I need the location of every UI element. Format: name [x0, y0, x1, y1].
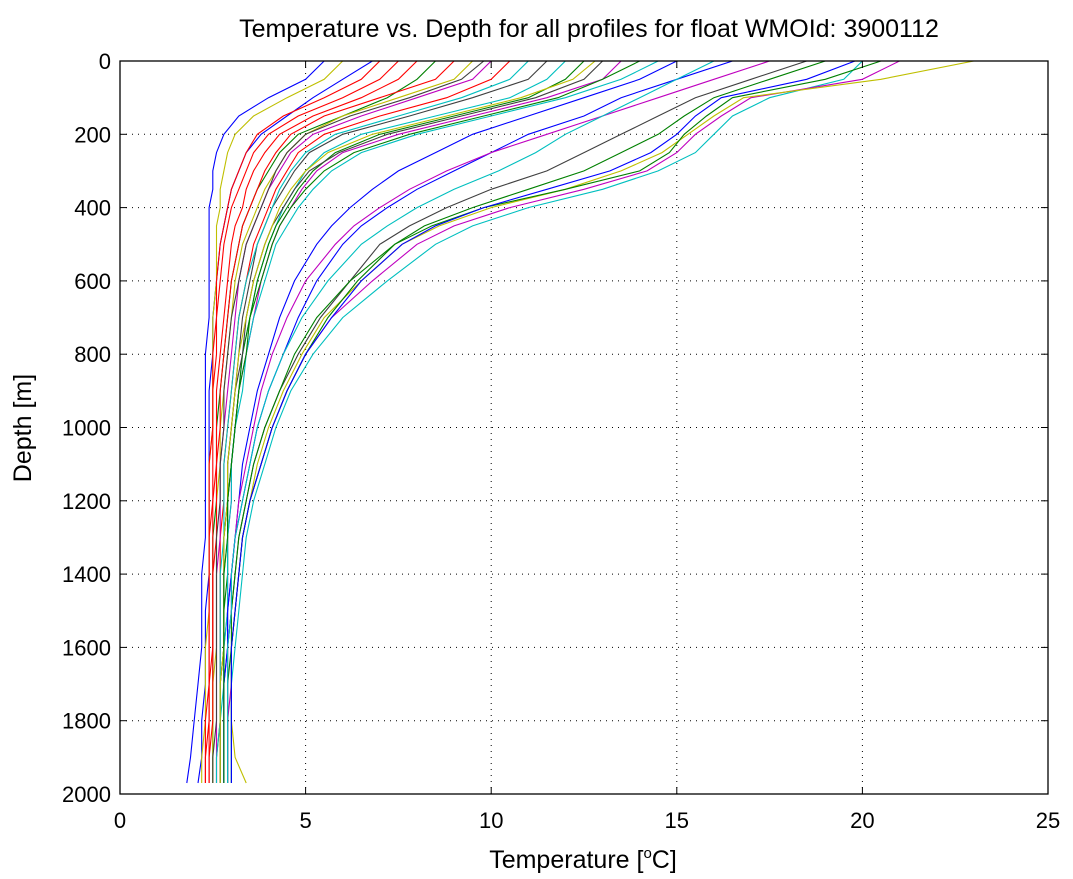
profile-line-11 — [230, 61, 863, 783]
profile-line-5 — [223, 61, 622, 783]
x-axis-label: Temperature [oC] — [489, 845, 677, 874]
x-tick-label-0: 0 — [114, 808, 126, 833]
profile-line-17 — [204, 61, 399, 783]
profile-line-4 — [219, 61, 566, 783]
y-tick-label-1000: 1000 — [62, 416, 111, 441]
profile-line-31 — [204, 61, 381, 783]
y-tick-label-400: 400 — [74, 196, 111, 221]
y-axis-label: Depth [m] — [9, 374, 37, 482]
profile-line-3 — [215, 61, 511, 783]
y-tick-label-2000: 2000 — [62, 782, 111, 807]
x-axis-ticks: 0 5 10 15 20 25 — [114, 61, 1060, 833]
profile-line-18 — [223, 61, 659, 783]
profile-line-24 — [208, 61, 418, 783]
profile-line-23 — [227, 61, 882, 783]
x-tick-label-10: 10 — [479, 808, 503, 833]
profile-line-20 — [201, 61, 344, 783]
profile-line-16 — [230, 61, 826, 783]
profile-line-32 — [227, 61, 715, 783]
y-tick-label-1200: 1200 — [62, 489, 111, 514]
y-tick-label-800: 800 — [74, 342, 111, 367]
profile-line-12 — [227, 61, 900, 783]
y-tick-label-1800: 1800 — [62, 709, 111, 734]
grid-lines — [120, 61, 1048, 794]
x-tick-label-25: 25 — [1036, 808, 1060, 833]
y-tick-label-1600: 1600 — [62, 635, 111, 660]
x-tick-label-20: 20 — [850, 808, 874, 833]
profile-line-8 — [186, 61, 325, 784]
profile-line-25 — [215, 61, 529, 783]
x-tick-label-5: 5 — [299, 808, 311, 833]
profile-line-30 — [223, 61, 640, 783]
y-axis-ticks: 0 200 400 600 800 1000 1200 1400 1600 1800 2000 — [62, 49, 1048, 807]
chart-title: Temperature vs. Depth for all profiles f… — [239, 15, 939, 43]
profile-line-26 — [227, 61, 770, 783]
profile-line-28 — [212, 61, 485, 783]
profile-line-6 — [212, 61, 473, 783]
y-tick-label-0: 0 — [99, 49, 111, 74]
y-tick-label-600: 600 — [74, 269, 111, 294]
profile-line-10 — [208, 61, 455, 783]
x-tick-label-15: 15 — [665, 808, 689, 833]
profile-line-22 — [223, 61, 678, 783]
profile-lines — [186, 61, 974, 784]
profile-line-29 — [230, 61, 856, 783]
y-tick-label-1400: 1400 — [62, 562, 111, 587]
profile-line-15 — [223, 61, 733, 783]
y-tick-label-200: 200 — [74, 122, 111, 147]
